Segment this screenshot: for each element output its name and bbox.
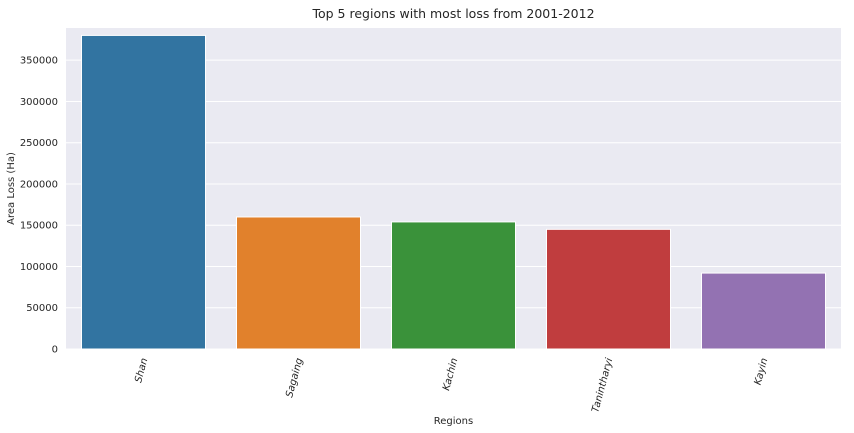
bar-sagaing bbox=[236, 216, 361, 350]
x-tick-label: Sagaing bbox=[284, 357, 305, 399]
x-tick-label: Shan bbox=[133, 357, 150, 384]
bars bbox=[81, 34, 826, 350]
x-tick-label: Kachin bbox=[441, 357, 460, 392]
y-tick-label: 150000 bbox=[20, 221, 58, 232]
x-tick-label: Kayin bbox=[753, 357, 771, 386]
y-tick-label: 100000 bbox=[20, 262, 58, 273]
y-tick-labels: 0 50000 100000 150000 200000 250000 300000 3500… bbox=[20, 56, 58, 356]
y-tick-label: 250000 bbox=[20, 138, 58, 149]
y-tick-label: 0 bbox=[52, 345, 58, 356]
chart-title: Top 5 regions with most loss from 2001-2… bbox=[311, 6, 594, 21]
x-tick-label: Tanintharyi bbox=[590, 357, 615, 414]
bar-shan bbox=[81, 34, 206, 350]
x-tick-labels: Shan Sagaing Kachin Tanintharyi Kayin bbox=[133, 357, 770, 414]
y-tick-label: 200000 bbox=[20, 179, 58, 190]
bar-kayin bbox=[701, 272, 826, 350]
y-tick-label: 300000 bbox=[20, 97, 58, 108]
y-axis-label: Area Loss (Ha) bbox=[6, 152, 17, 225]
bar-kachin bbox=[391, 221, 516, 350]
x-axis-label: Regions bbox=[434, 416, 473, 427]
y-tick-label: 350000 bbox=[20, 56, 58, 67]
y-tick-label: 50000 bbox=[26, 303, 58, 314]
bar-tanintharyi bbox=[546, 228, 671, 350]
